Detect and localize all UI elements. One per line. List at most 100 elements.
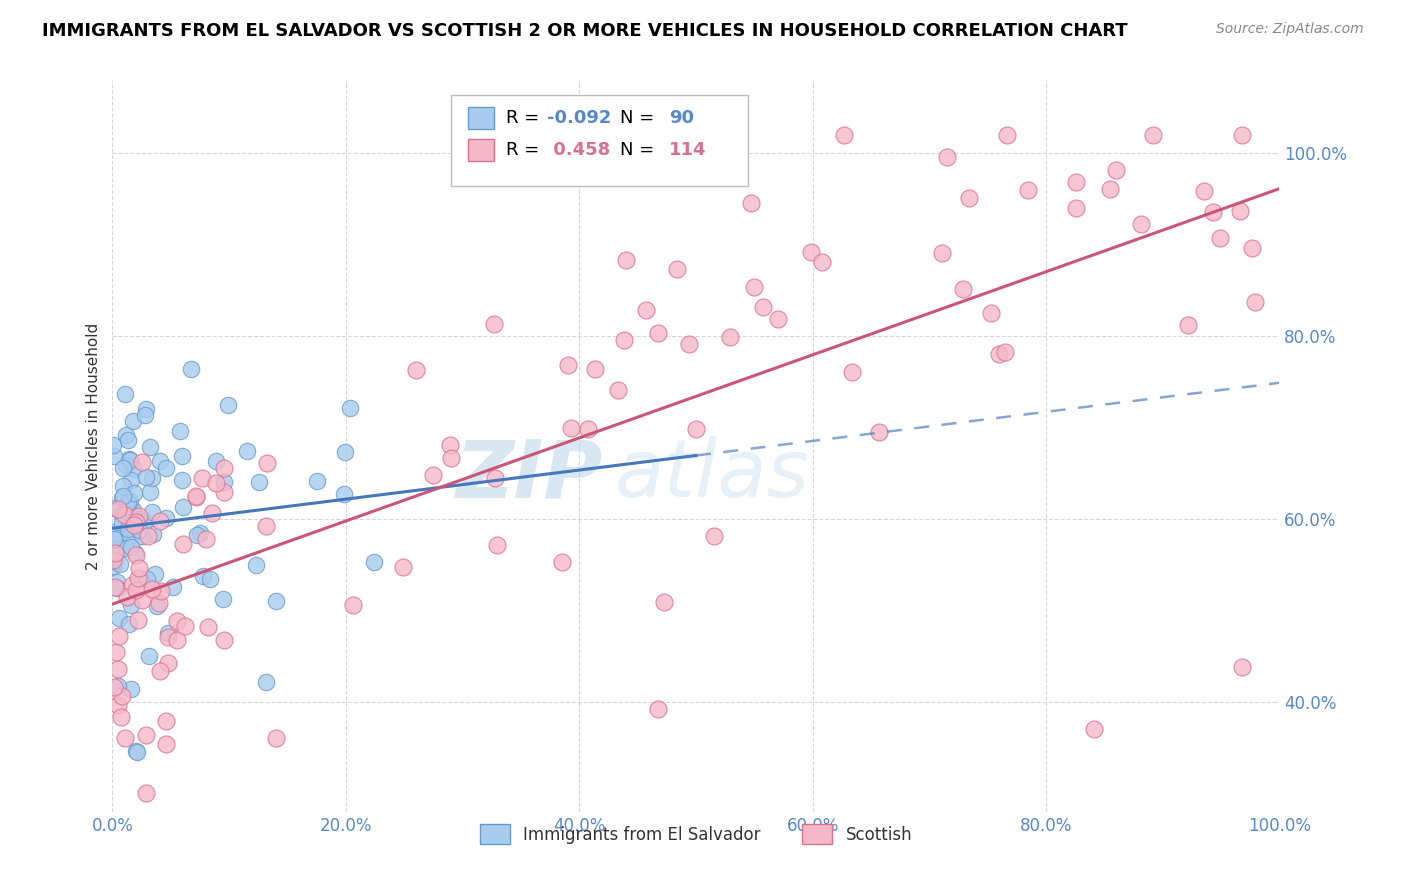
- Point: [121, 518, 143, 533]
- Point: [482, 317, 505, 331]
- Point: [1192, 184, 1215, 198]
- Point: [104, 500, 127, 515]
- Point: [1099, 182, 1122, 196]
- Point: [145, 599, 167, 613]
- Point: [142, 527, 165, 541]
- Point: [557, 358, 579, 372]
- Point: [834, 128, 856, 142]
- Point: [115, 541, 138, 555]
- Point: [139, 440, 162, 454]
- Point: [124, 744, 146, 758]
- Point: [108, 629, 131, 643]
- Point: [212, 475, 235, 489]
- Point: [169, 424, 191, 438]
- Point: [104, 546, 127, 560]
- Point: [157, 630, 180, 644]
- Point: [665, 261, 688, 276]
- Point: [156, 626, 179, 640]
- Point: [1230, 660, 1253, 674]
- Point: [392, 560, 415, 574]
- Point: [647, 702, 669, 716]
- Point: [980, 306, 1002, 320]
- Point: [718, 330, 741, 344]
- Point: [166, 614, 188, 628]
- Point: [104, 645, 127, 659]
- Point: [342, 599, 364, 613]
- Point: [115, 590, 138, 604]
- Point: [333, 445, 356, 459]
- Point: [1142, 128, 1164, 142]
- Text: 0.458: 0.458: [547, 141, 610, 159]
- Point: [122, 486, 145, 500]
- Point: [138, 485, 160, 500]
- Point: [117, 434, 139, 448]
- Text: atlas: atlas: [614, 436, 808, 515]
- Point: [201, 506, 224, 520]
- Point: [952, 282, 974, 296]
- Point: [104, 553, 127, 567]
- Text: -0.092: -0.092: [547, 110, 612, 128]
- Point: [800, 244, 823, 259]
- Point: [184, 489, 207, 503]
- Point: [217, 398, 239, 412]
- Point: [103, 680, 125, 694]
- Point: [560, 421, 582, 435]
- Point: [155, 511, 177, 525]
- Point: [1083, 723, 1105, 737]
- Point: [110, 557, 132, 571]
- Point: [1017, 183, 1039, 197]
- Point: [103, 450, 125, 464]
- Point: [117, 495, 139, 509]
- Point: [135, 470, 157, 484]
- Point: [172, 473, 194, 487]
- Point: [647, 326, 669, 340]
- Point: [652, 595, 675, 609]
- Point: [1064, 176, 1087, 190]
- Point: [111, 491, 134, 505]
- Text: Source: ZipAtlas.com: Source: ZipAtlas.com: [1216, 22, 1364, 37]
- Point: [107, 698, 129, 712]
- Point: [212, 592, 235, 607]
- Point: [131, 529, 153, 543]
- Point: [212, 461, 235, 475]
- Point: [149, 583, 172, 598]
- Point: [141, 504, 163, 518]
- Point: [121, 578, 143, 592]
- Point: [264, 593, 287, 607]
- Point: [363, 555, 385, 569]
- Point: [114, 731, 136, 745]
- Point: [120, 453, 142, 467]
- Point: [138, 649, 160, 664]
- Point: [128, 512, 150, 526]
- Point: [155, 714, 177, 728]
- Point: [124, 546, 146, 560]
- Point: [149, 454, 172, 468]
- Point: [128, 509, 150, 524]
- Point: [103, 438, 125, 452]
- Point: [120, 473, 142, 487]
- Point: [127, 613, 149, 627]
- Point: [214, 484, 236, 499]
- Point: [988, 347, 1011, 361]
- Point: [1201, 205, 1223, 219]
- Point: [212, 633, 235, 648]
- Point: [841, 365, 863, 379]
- Point: [110, 709, 132, 723]
- Point: [174, 618, 197, 632]
- Point: [122, 513, 145, 527]
- Point: [1177, 318, 1199, 333]
- Bar: [468, 139, 494, 161]
- Text: 114: 114: [669, 141, 707, 159]
- Point: [256, 456, 278, 470]
- Point: [1230, 128, 1253, 142]
- Point: [744, 280, 766, 294]
- Point: [1229, 204, 1251, 219]
- Point: [195, 532, 218, 546]
- Point: [155, 460, 177, 475]
- Point: [143, 566, 166, 581]
- Point: [103, 532, 125, 546]
- Point: [135, 728, 157, 742]
- Point: [122, 462, 145, 476]
- Point: [112, 490, 135, 504]
- Text: N =: N =: [620, 141, 654, 159]
